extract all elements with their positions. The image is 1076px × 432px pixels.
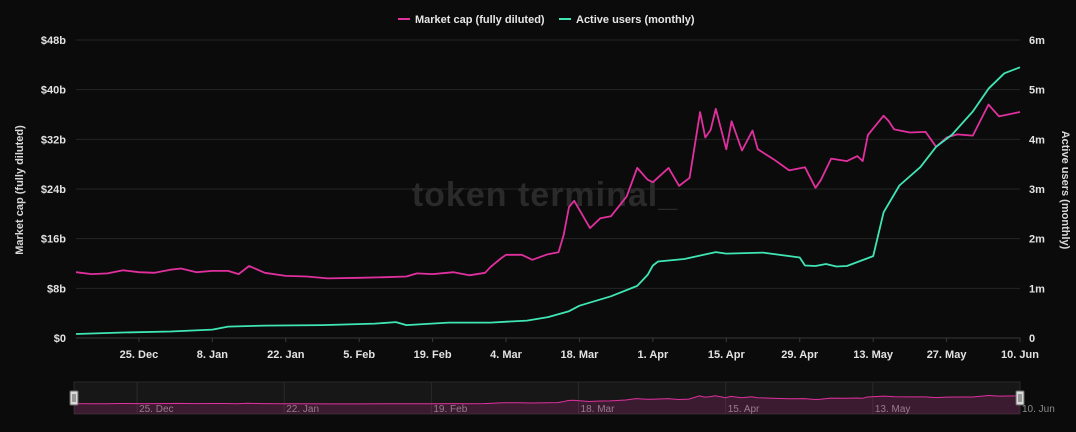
navigator[interactable]: 25. Dec 22. Jan 19. Feb 18. Mar 15. Apr 13. M… (69, 381, 1055, 415)
x-tick-label: 5. Feb (343, 349, 375, 361)
handle-grip[interactable] (69, 390, 79, 406)
navigator-tick-label: 15. Apr (728, 404, 760, 415)
y-left-tick-label: $24b (41, 184, 66, 196)
navigator-tick-label: 25. Dec (139, 404, 173, 415)
x-tick-label: 13. May (853, 349, 894, 361)
legend-label: Market cap (fully diluted) (415, 14, 545, 26)
y-right-tick-label: 0 (1029, 333, 1035, 345)
legend-item-market-cap[interactable]: Market cap (fully diluted) (398, 14, 545, 26)
y-left-tick-label: $40b (41, 85, 66, 97)
x-tick-label: 8. Jan (197, 349, 228, 361)
y-right-tick-label: 5m (1029, 85, 1045, 97)
legend[interactable]: Market cap (fully diluted) Active users (… (398, 14, 695, 26)
navigator-area (74, 395, 1020, 414)
x-tick-label: 1. Apr (638, 349, 669, 361)
x-tick-label: 4. Mar (490, 349, 523, 361)
legend-label: Active users (monthly) (576, 14, 695, 26)
navigator-tick-label: 18. Mar (581, 404, 616, 415)
series-layer (75, 66, 1021, 335)
navigator-tick-label: 22. Jan (286, 404, 319, 415)
x-tick-label: 15. Apr (708, 349, 746, 361)
y-right-tick-label: 4m (1029, 134, 1045, 146)
y-right-tick-label: 6m (1029, 35, 1045, 47)
y-left-axis-title: Market cap (fully diluted) (14, 125, 26, 255)
navigator-tick-label: 19. Feb (433, 404, 467, 415)
y-left-tick-label: $48b (41, 35, 66, 47)
watermark: token terminal_ (412, 176, 678, 214)
x-tick-label: 19. Feb (414, 349, 452, 361)
navigator-handle-right[interactable] (1015, 390, 1025, 406)
x-tick-label: 22. Jan (267, 349, 305, 361)
y-right-tick-label: 3m (1029, 184, 1045, 196)
active-users-line[interactable] (75, 66, 1021, 335)
y-left-tick-label: $16b (41, 234, 66, 246)
handle-grip[interactable] (1015, 390, 1025, 406)
y-left-tick-label: $8b (47, 283, 66, 295)
watermark-layer: token terminal_ (412, 176, 678, 214)
x-tick-label: 18. Mar (561, 349, 600, 361)
grid (76, 39, 1020, 339)
market-cap-line[interactable] (75, 103, 1021, 280)
x-tick-label: 29. Apr (781, 349, 819, 361)
legend-item-active-users[interactable]: Active users (monthly) (559, 14, 695, 26)
axis-layer: $0 $8b $16b $24b $32b $40b $48b 0 1m 2m 3m 4m 5m 6m 25… (14, 35, 1071, 361)
navigator-handle-left[interactable] (69, 390, 79, 406)
x-tick-label: 10. Jun (1001, 349, 1039, 361)
navigator-series-line (73, 394, 1021, 405)
y-right-tick-label: 2m (1029, 234, 1045, 246)
y-left-tick-label: $32b (41, 134, 66, 146)
navigator-tick-label: 10. Jun (1022, 404, 1055, 415)
y-left-tick-label: $0 (54, 333, 66, 345)
y-right-tick-label: 1m (1029, 283, 1045, 295)
y-right-axis-title: Active users (monthly) (1059, 131, 1071, 250)
x-tick-label: 25. Dec (120, 349, 159, 361)
navigator-tick-label: 13. May (875, 404, 911, 415)
x-tick-label: 27. May (927, 349, 968, 361)
